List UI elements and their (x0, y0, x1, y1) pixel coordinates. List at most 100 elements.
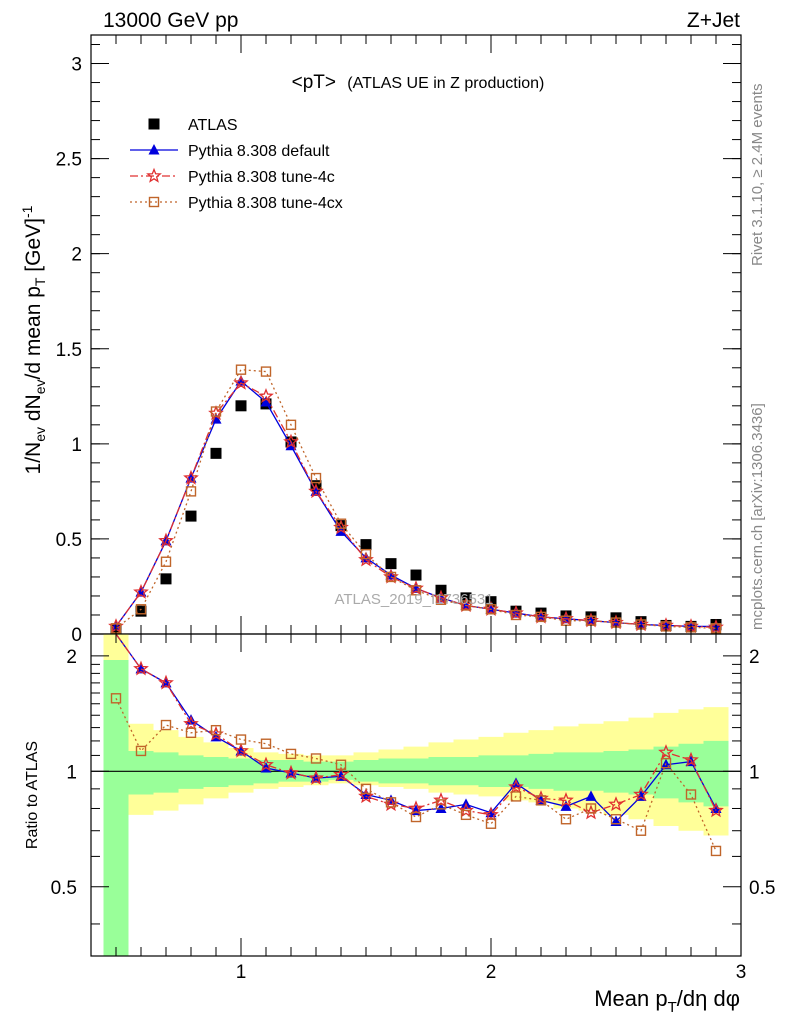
ratio-y-tick-label: 1 (66, 762, 77, 783)
x-axis-label: Mean pT/dη dφ (594, 986, 740, 1016)
pythia-8-308-tune-4cx-main-point (335, 518, 347, 529)
pythia-8-308-tune-4c-main-point (283, 433, 299, 449)
pythia-8-308-tune-4cx-ratio-point (335, 759, 347, 770)
pythia-8-308-tune-4c-ratio-point (433, 792, 449, 808)
pythia-8-308-tune-4cx-ratio-point (110, 693, 122, 704)
ratio-y-tick-label: 0.5 (51, 878, 77, 899)
pythia-8-308-default-ratio-point (585, 790, 597, 801)
atlas-main-point (185, 510, 197, 522)
pythia-8-308-tune-4cx-ratio-point (135, 745, 147, 757)
legend-marker-pythia-8-308-tune-4c (146, 167, 162, 183)
pythia-8-308-tune-4cx-main-point (385, 571, 397, 583)
pythia-8-308-tune-4cx-ratio-point (410, 811, 422, 823)
ratio-x-axis: 1 2 3 (115, 634, 746, 983)
atlas-main-point (135, 605, 147, 617)
pythia-8-308-tune-4c-ratio-point (708, 802, 724, 818)
pythia-8-308-tune-4cx-ratio-point (210, 724, 222, 736)
pythia-8-308-tune-4c-ratio-point (258, 756, 274, 772)
ratio-data-layer (91, 633, 741, 956)
x-tick-label: 2 (486, 962, 497, 983)
ratio-y-tick-label-right: 0.5 (749, 878, 775, 899)
pythia-8-308-tune-4c-ratio-point (158, 674, 174, 690)
pythia-8-308-tune-4c-ratio-point (458, 802, 474, 818)
pythia-8-308-default-ratio-point (560, 800, 572, 811)
pythia-8-308-tune-4cx-ratio-point (510, 791, 522, 802)
legend-label-pythia-8-308-default: Pythia 8.308 default (188, 143, 330, 160)
pythia-8-308-tune-4c-ratio-point (358, 788, 374, 804)
pythia-8-308-tune-4cx-ratio-point (685, 789, 697, 800)
pythia-8-308-tune-4c-ratio-point (283, 764, 299, 780)
legend-label-atlas: ATLAS (188, 117, 238, 134)
pythia-8-308-tune-4cx-ratio-point (585, 803, 597, 814)
pythia-8-308-tune-4c-ratio-point (508, 778, 524, 794)
atlas-main-point (360, 539, 372, 551)
atlas-main-point (160, 573, 172, 585)
pythia-8-308-tune-4c-ratio-point (233, 742, 249, 758)
ratio-y-tick-label: 2 (66, 647, 77, 668)
ratio-y-axis-label: Ratio to ATLAS (24, 741, 41, 849)
ratio-y-axis: 0.5 0.5 1 1 2 2 (51, 647, 775, 925)
pythia-8-308-tune-4cx-ratio-line (115, 698, 717, 852)
pythia-8-308-tune-4cx-ratio-point (560, 814, 572, 825)
legend-marker-pythia-8-308-tune-4cx (148, 196, 160, 208)
pythia-8-308-tune-4c-ratio-point (133, 660, 149, 676)
pythia-8-308-tune-4cx-ratio-point (185, 727, 197, 739)
pythia-8-308-tune-4cx-ratio-point (360, 783, 372, 795)
header-channel-label: Z+Jet (687, 9, 740, 32)
pythia-8-308-tune-4cx-ratio-point (485, 818, 497, 829)
pythia-8-308-default-ratio-point (435, 802, 447, 813)
x-tick-label: 1 (236, 962, 247, 983)
pythia-8-308-tune-4c-ratio-point (683, 751, 699, 767)
ratio-total-uncertainty-band (103, 634, 729, 956)
pythia-8-308-tune-4cx-main-point (310, 472, 322, 484)
ratio-panel: 0.5 0.5 1 1 2 2 1 2 3 Ratio to ATLAS Mean pT/dη… (24, 633, 775, 1016)
header-process-label: 13000 GeV pp (103, 9, 238, 32)
pythia-8-308-tune-4cx-ratio-point (435, 799, 447, 810)
atlas-main-point (385, 558, 397, 570)
watermark: ATLAS_2019_I1736531 (334, 591, 493, 608)
pythia-8-308-tune-4c-ratio-point (483, 806, 499, 822)
plot-title: <pT> (ATLAS UE in Z production) (292, 72, 545, 93)
pythia-8-308-tune-4c-ratio-point (633, 786, 649, 802)
pythia-8-308-tune-4c-ratio-point (333, 766, 349, 782)
pythia-8-308-tune-4c-main-point (308, 483, 324, 499)
pythia-8-308-default-ratio-point (485, 806, 497, 818)
main-x-axis (115, 35, 742, 634)
pythia-8-308-tune-4cx-ratio-point (160, 719, 172, 731)
pythia-8-308-tune-4c-main-point (158, 532, 174, 548)
pythia-8-308-tune-4cx-main-point (160, 556, 172, 567)
pythia-8-308-tune-4cx-ratio-point (310, 753, 322, 764)
pythia-8-308-tune-4c-ratio-point (408, 800, 424, 816)
main-y-tick-label: 2.5 (56, 150, 82, 171)
atlas-main-point (210, 447, 222, 459)
atlas-main-point (235, 400, 247, 412)
pythia-8-308-tune-4c-ratio-point (558, 792, 574, 808)
main-y-tick-label: 0.5 (56, 530, 82, 551)
main-data-layer (108, 364, 724, 636)
legend-label-pythia-8-308-tune-4cx: Pythia 8.308 tune-4cx (188, 195, 343, 212)
legend-label-pythia-8-308-tune-4c: Pythia 8.308 tune-4c (188, 169, 335, 186)
pythia-8-308-tune-4cx-ratio-point (710, 845, 722, 857)
pythia-8-308-tune-4cx-main-point (510, 609, 522, 621)
pythia-8-308-default-ratio-point (710, 802, 722, 813)
pythia-8-308-tune-4cx-main-point (535, 611, 547, 623)
pythia-8-308-tune-4cx-main-point (410, 585, 422, 596)
pythia-8-308-tune-4cx-ratio-point (660, 757, 672, 769)
pythia-8-308-tune-4cx-main-point (285, 419, 297, 431)
plot-title-main: <pT> (292, 72, 336, 93)
pythia-8-308-tune-4cx-main-point (135, 604, 147, 615)
legend-marker-pythia-8-308-default (148, 144, 160, 155)
pythia-8-308-tune-4c-ratio-point (658, 744, 674, 760)
pythia-8-308-tune-4cx-main-point (210, 406, 222, 417)
pythia-8-308-tune-4c-ratio-point (608, 796, 624, 812)
pythia-8-308-tune-4cx-ratio-point (635, 825, 647, 836)
pythia-8-308-tune-4cx-ratio-point (285, 748, 297, 760)
pythia-8-308-tune-4cx-main-point (460, 600, 472, 611)
pythia-8-308-tune-4cx-main-point (485, 604, 497, 615)
pythia-8-308-tune-4cx-main-point (435, 594, 447, 605)
pythia-8-308-tune-4c-main-point (258, 388, 274, 404)
mcplots-reference-label: mcplots.cern.ch [arXiv:1306.3436] (749, 403, 766, 630)
pythia-8-308-default-main-point (260, 396, 272, 407)
pythia-8-308-tune-4cx-ratio-point (260, 738, 272, 749)
